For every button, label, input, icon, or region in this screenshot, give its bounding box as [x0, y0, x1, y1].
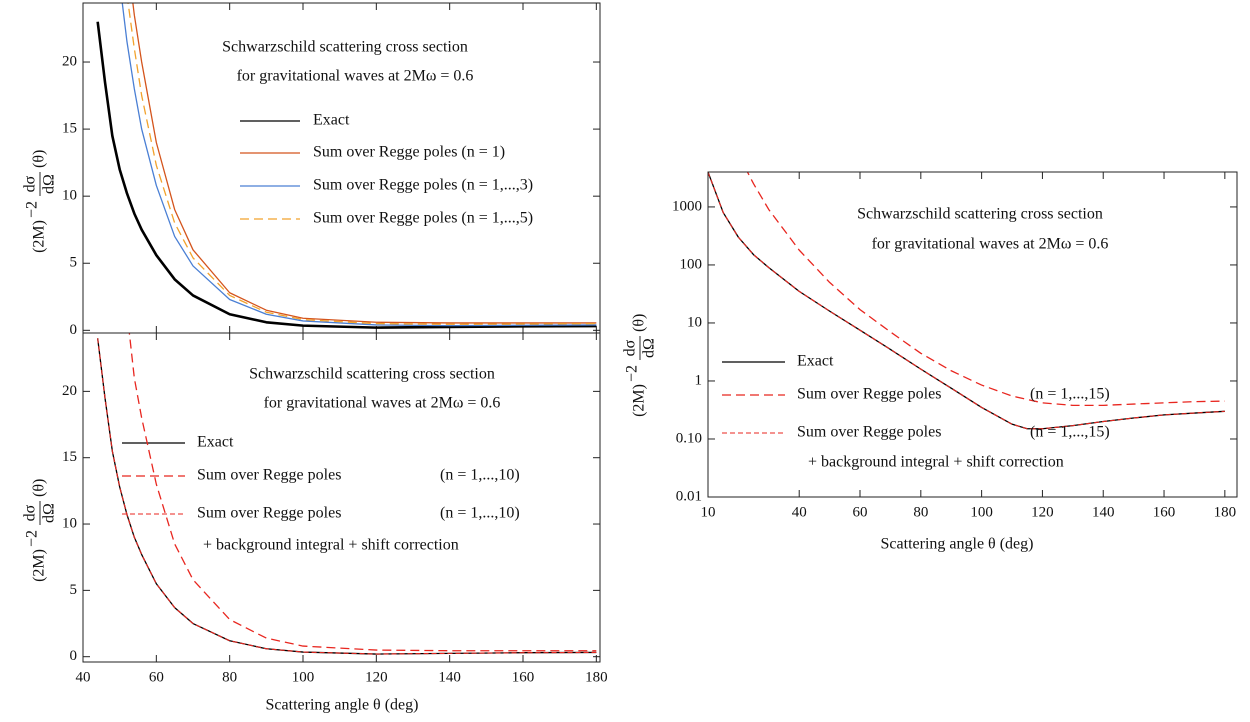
- y-label-numerator: dσ: [22, 504, 39, 521]
- y-axis-label: (2M) −2 dσ dΩ (θ): [22, 150, 58, 253]
- y-tick-label: 5: [70, 582, 78, 598]
- legend-label: Sum over Regge poles: [797, 424, 941, 441]
- x-tick-label: 140: [1092, 504, 1115, 520]
- series-line: [127, 3, 597, 325]
- series-line: [97, 338, 597, 655]
- legend-terms: (n = 1,...,10): [440, 467, 520, 484]
- x-tick-label: 80: [222, 669, 237, 685]
- series-line: [97, 338, 597, 655]
- legend-label: Exact: [313, 112, 350, 129]
- y-label-exponent: −2: [24, 201, 41, 218]
- y-label-suffix: (θ): [31, 150, 48, 168]
- legend-label: Exact: [197, 434, 234, 451]
- chart-title: Schwarzschild scattering cross section: [857, 206, 1103, 223]
- series-line: [96, 21, 597, 329]
- legend-label: Sum over Regge poles: [197, 505, 341, 522]
- legend-label: Sum over Regge poles (n = 1,...,3): [313, 177, 533, 194]
- x-tick-label: 100: [292, 669, 315, 685]
- plot-frame: [82, 332, 601, 663]
- legend-label: Exact: [797, 353, 834, 370]
- legend-note: + background integral + shift correction: [808, 454, 1064, 471]
- y-label-prefix: (2M): [31, 220, 48, 253]
- series-line: [708, 172, 1225, 430]
- y-tick-label: 0.01: [676, 488, 702, 504]
- x-tick-label: 180: [1214, 504, 1237, 520]
- legend-note: + background integral + shift correction: [203, 537, 459, 554]
- y-tick-label: 15: [62, 121, 77, 137]
- y-tick-label: 20: [62, 383, 77, 399]
- y-axis-label: (2M) −2 dσ dΩ (θ): [22, 479, 58, 582]
- y-tick-label: 5: [70, 255, 78, 271]
- y-label-exponent: −2: [24, 530, 41, 547]
- y-label-denominator: dΩ: [641, 338, 658, 358]
- series-line: [121, 3, 597, 327]
- y-label-denominator: dΩ: [41, 174, 58, 194]
- legend-terms: (n = 1,...,15): [1030, 424, 1110, 441]
- x-tick-label: 40: [792, 504, 807, 520]
- chart-title: Schwarzschild scattering cross section: [249, 366, 495, 383]
- y-tick-label: 0: [70, 648, 78, 664]
- x-tick-label: 160: [1153, 504, 1176, 520]
- y-axis-label: (2M) −2 dσ dΩ (θ): [622, 314, 658, 417]
- y-label-exponent: −2: [624, 365, 641, 382]
- legend-label: Sum over Regge poles: [797, 386, 941, 403]
- y-label-suffix: (θ): [31, 479, 48, 497]
- chart-subtitle: for gravitational waves at 2Mω = 0.6: [237, 68, 474, 85]
- x-tick-label: 60: [853, 504, 868, 520]
- legend-label: Sum over Regge poles (n = 1): [313, 144, 505, 161]
- legend-terms: (n = 1,...,15): [1030, 386, 1110, 403]
- x-tick-label: 140: [438, 669, 461, 685]
- x-tick-label: 40: [76, 669, 91, 685]
- legend-terms: (n = 1,...,10): [440, 505, 520, 522]
- x-axis-label: Scattering angle θ (deg): [881, 536, 1034, 553]
- x-tick-label: 10: [701, 504, 716, 520]
- x-tick-label: 180: [585, 669, 608, 685]
- x-tick-label: 120: [1031, 504, 1054, 520]
- y-tick-label: 1: [695, 372, 703, 388]
- y-tick-label: 0: [70, 322, 78, 338]
- y-label-numerator: dσ: [22, 175, 39, 192]
- x-tick-label: 120: [365, 669, 388, 685]
- y-tick-label: 10: [687, 314, 702, 330]
- series-line: [746, 172, 1225, 406]
- y-tick-label: 0.10: [676, 430, 702, 446]
- y-label-prefix: (2M): [631, 384, 648, 417]
- y-tick-label: 15: [62, 449, 77, 465]
- chart-subtitle: for gravitational waves at 2Mω = 0.6: [872, 236, 1109, 253]
- y-label-prefix: (2M): [31, 549, 48, 582]
- legend-label: Sum over Regge poles (n = 1,...,5): [313, 210, 533, 227]
- x-tick-label: 160: [512, 669, 535, 685]
- y-tick-label: 10: [62, 515, 77, 531]
- x-tick-label: 80: [913, 504, 928, 520]
- chart-title: Schwarzschild scattering cross section: [222, 39, 468, 56]
- y-tick-label: 1000: [672, 198, 702, 214]
- legend-label: Sum over Regge poles: [197, 467, 341, 484]
- x-tick-label: 100: [970, 504, 993, 520]
- y-label-suffix: (θ): [631, 314, 648, 332]
- chart-subtitle: for gravitational waves at 2Mω = 0.6: [264, 395, 501, 412]
- y-label-numerator: dσ: [622, 339, 639, 356]
- x-tick-label: 60: [149, 669, 164, 685]
- series-line: [132, 3, 597, 324]
- plot-frame: [707, 171, 1238, 498]
- y-tick-label: 10: [62, 188, 77, 204]
- x-axis-label: Scattering angle θ (deg): [266, 697, 419, 714]
- y-tick-label: 20: [62, 53, 77, 69]
- y-label-denominator: dΩ: [41, 503, 58, 523]
- y-tick-label: 100: [680, 256, 703, 272]
